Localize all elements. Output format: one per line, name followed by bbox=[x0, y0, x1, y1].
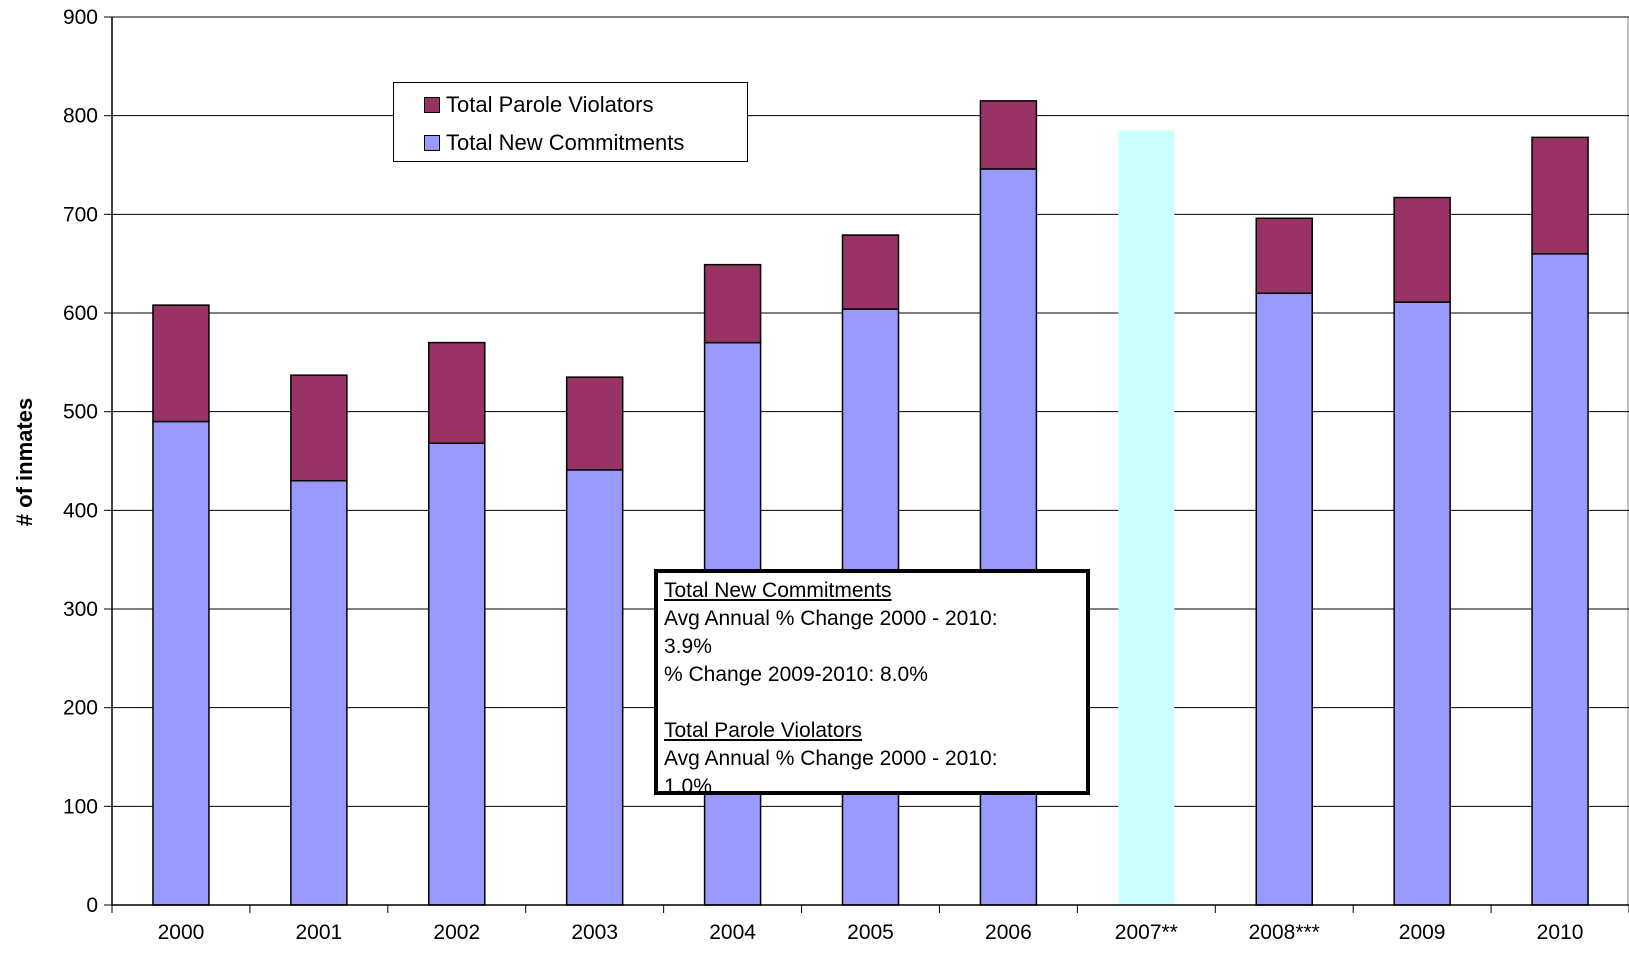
bar-parole-violators bbox=[565, 376, 624, 471]
bar-parole-violators bbox=[703, 263, 762, 344]
legend-swatch-parole-violators bbox=[424, 97, 440, 113]
annotation-box: Total New Commitments Avg Annual % Chang… bbox=[654, 569, 1090, 795]
y-tick-label: 200 bbox=[63, 697, 98, 720]
bar-new-commitments bbox=[1393, 301, 1451, 906]
x-tick-label: 2008*** bbox=[1249, 921, 1320, 944]
annotation-heading-parole-violators: Total Parole Violators bbox=[664, 719, 863, 742]
y-tick-label: 100 bbox=[63, 795, 98, 818]
annotation-heading-new-commitments: Total New Commitments bbox=[664, 579, 892, 602]
bar-new-commitments bbox=[1255, 292, 1313, 906]
legend: Total Parole Violators Total New Commitm… bbox=[393, 82, 748, 162]
legend-label-parole-violators: Total Parole Violators bbox=[446, 92, 654, 117]
annotation-line: 1.0% bbox=[664, 775, 712, 795]
x-tick-label: 2006 bbox=[985, 921, 1032, 944]
bar-parole-violators bbox=[1531, 136, 1589, 255]
legend-label-new-commitments: Total New Commitments bbox=[446, 130, 685, 155]
bar-parole-violators bbox=[290, 374, 348, 482]
annotation-line: Avg Annual % Change 2000 - 2010: bbox=[664, 607, 998, 630]
bar-parole-violators bbox=[841, 234, 900, 310]
bar-new-commitments bbox=[565, 469, 624, 906]
x-tick-label: 2001 bbox=[296, 921, 343, 944]
legend-item-new-commitments: Total New Commitments bbox=[424, 128, 684, 158]
annotation-line: % Change 2009-2010: 8.0% bbox=[664, 663, 928, 686]
bar-new-commitments bbox=[290, 479, 348, 906]
y-tick-label: 800 bbox=[63, 105, 98, 128]
x-tick-label: 2002 bbox=[433, 921, 480, 944]
bars bbox=[152, 100, 1589, 906]
y-tick-label: 700 bbox=[63, 203, 98, 226]
x-tick-label: 2007** bbox=[1115, 921, 1178, 944]
bar-new-commitments bbox=[152, 420, 210, 906]
y-axis-title: # of inmates bbox=[12, 398, 37, 526]
bar-parole-violators bbox=[979, 100, 1038, 170]
x-tick-label: 2000 bbox=[158, 921, 205, 944]
legend-swatch-new-commitments bbox=[424, 135, 440, 151]
annotation-spacer bbox=[664, 689, 1080, 717]
bar-new-commitments bbox=[1531, 253, 1589, 906]
bar-new-commitments bbox=[428, 442, 486, 906]
x-tick-label: 2003 bbox=[571, 921, 618, 944]
bar-parole-violators bbox=[152, 304, 210, 423]
x-tick-label: 2010 bbox=[1537, 921, 1584, 944]
bar-parole-violators bbox=[1393, 196, 1451, 303]
y-tick-label: 900 bbox=[63, 6, 98, 29]
x-tick-label: 2005 bbox=[847, 921, 894, 944]
x-tick-label: 2009 bbox=[1399, 921, 1446, 944]
bar-parole-violators bbox=[1255, 217, 1313, 295]
bar-parole-violators bbox=[428, 341, 486, 444]
annotation-line: Avg Annual % Change 2000 - 2010: bbox=[664, 747, 998, 770]
y-tick-label: 500 bbox=[63, 401, 98, 424]
y-tick-label: 0 bbox=[86, 894, 98, 917]
y-tick-label: 600 bbox=[63, 302, 98, 325]
bar-placeholder bbox=[1118, 130, 1175, 905]
legend-item-parole-violators: Total Parole Violators bbox=[424, 90, 654, 120]
y-tick-label: 400 bbox=[63, 499, 98, 522]
y-tick-label: 300 bbox=[63, 598, 98, 621]
x-tick-label: 2004 bbox=[709, 921, 756, 944]
annotation-line: 3.9% bbox=[664, 635, 712, 658]
axes: 0 100 200 300 400 500 600 700 800 900 2000 2001 2002… bbox=[63, 6, 1629, 944]
